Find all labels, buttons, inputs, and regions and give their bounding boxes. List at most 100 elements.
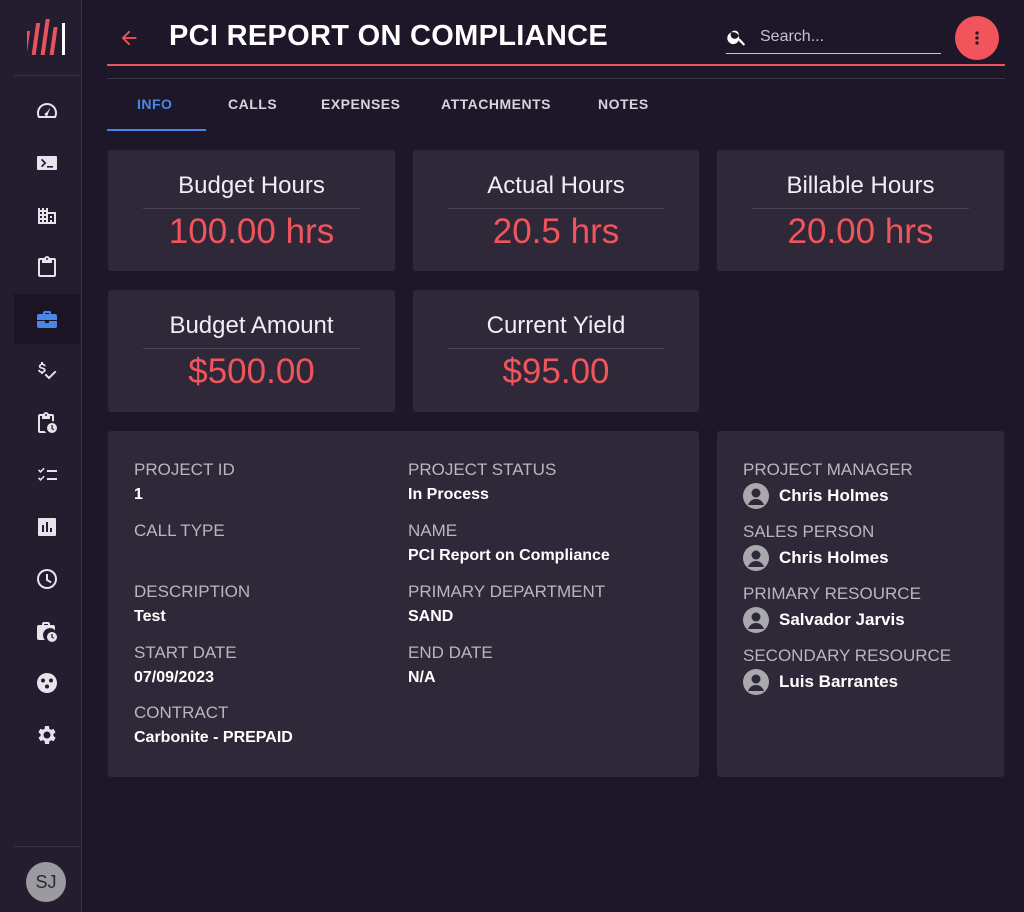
app-logo[interactable] <box>27 17 67 55</box>
start-date-value: 07/09/2023 <box>134 669 215 686</box>
primary-resource[interactable]: Salvador Jarvis <box>743 607 905 633</box>
metric-label: Current Yield <box>486 312 626 339</box>
metric-card-current-yield: Current Yield $95.00 <box>413 290 699 412</box>
metric-card-budget-amount: Budget Amount $500.00 <box>108 290 395 412</box>
metric-divider <box>143 348 360 349</box>
primary-department-label: PRIMARY DEPARTMENT <box>408 582 606 601</box>
metric-divider <box>448 348 664 349</box>
sales-person-label: SALES PERSON <box>743 522 875 541</box>
metric-value: 100.00 hrs <box>168 212 335 251</box>
secondary-resource[interactable]: Luis Barrantes <box>743 669 898 695</box>
briefcase-icon <box>37 311 57 328</box>
sidebar-item-reports[interactable] <box>14 502 80 552</box>
person-name: Chris Holmes <box>779 486 889 505</box>
sidebar-item-dashboard[interactable] <box>14 86 80 136</box>
metric-card-billable-hours: Billable Hours 20.00 hrs <box>717 150 1004 271</box>
metric-label: Budget Hours <box>178 172 325 199</box>
metric-value: $500.00 <box>188 352 315 391</box>
secondary-resource-label: SECONDARY RESOURCE <box>743 646 952 665</box>
end-date-value: N/A <box>408 669 436 686</box>
metric-value: $95.00 <box>502 352 610 391</box>
person-icon <box>743 607 769 633</box>
metric-label: Billable Hours <box>786 172 935 199</box>
tab-attachments[interactable]: ATTACHMENTS <box>441 96 551 112</box>
tab-expenses[interactable]: EXPENSES <box>321 96 401 112</box>
user-avatar[interactable]: SJ <box>26 862 66 902</box>
project-manager-label: PROJECT MANAGER <box>743 460 913 479</box>
header-divider <box>107 78 1005 79</box>
project-manager[interactable]: Chris Holmes <box>743 483 889 509</box>
project-people-card: PROJECT MANAGER Chris Holmes SALES PERSO… <box>717 431 1004 777</box>
description-label: DESCRIPTION <box>134 582 251 601</box>
contract-label: CONTRACT <box>134 703 229 722</box>
person-icon <box>743 483 769 509</box>
person-icon <box>743 669 769 695</box>
sidebar-divider <box>14 846 80 847</box>
gear-icon <box>38 726 56 744</box>
sidebar-item-tickets[interactable] <box>14 242 80 292</box>
sidebar-item-teams[interactable] <box>14 658 80 708</box>
tab-info[interactable]: INFO <box>137 96 173 112</box>
end-date-label: END DATE <box>408 643 493 662</box>
clock-icon <box>37 569 57 589</box>
sidebar-item-billing[interactable] <box>14 346 80 396</box>
page-title: PCI REPORT ON COMPLIANCE <box>169 20 608 52</box>
sidebar-item-terminal[interactable] <box>14 138 80 188</box>
metric-divider <box>448 208 664 209</box>
name-label: NAME <box>408 521 458 540</box>
person-name: Salvador Jarvis <box>779 610 905 629</box>
start-date-label: START DATE <box>134 643 237 662</box>
sidebar: SJ <box>0 0 82 912</box>
sidebar-item-time[interactable] <box>14 554 80 604</box>
project-id-label: PROJECT ID <box>134 460 235 479</box>
person-name: Luis Barrantes <box>779 672 899 691</box>
search-bar <box>726 22 941 54</box>
metric-card-budget-hours: Budget Hours 100.00 hrs <box>108 150 395 271</box>
metric-value: 20.5 hrs <box>492 212 620 251</box>
clipboard-icon <box>38 256 56 277</box>
building-icon <box>38 208 56 224</box>
person-name: Chris Holmes <box>779 548 889 567</box>
more-vertical-icon <box>975 31 979 45</box>
project-details-card: PROJECT ID 1 PROJECT STATUS In Process C… <box>108 431 699 777</box>
sidebar-item-settings[interactable] <box>14 710 80 760</box>
checklist-icon <box>38 467 57 481</box>
header-accent-line <box>107 64 1005 66</box>
primary-department-value: SAND <box>408 608 454 625</box>
metric-divider <box>143 208 360 209</box>
clipboard-clock-icon <box>38 412 57 433</box>
back-arrow-icon[interactable] <box>118 27 140 49</box>
dashboard-gauge-icon <box>37 103 57 118</box>
briefcase-clock-icon <box>37 622 58 642</box>
bar-chart-icon <box>38 518 56 536</box>
contract-value: Carbonite - PREPAID <box>134 729 293 746</box>
metric-value: 20.00 hrs <box>787 212 934 251</box>
tab-notes[interactable]: NOTES <box>598 96 649 112</box>
dollar-check-icon <box>38 362 57 380</box>
metric-card-actual-hours: Actual Hours 20.5 hrs <box>413 150 699 271</box>
active-tab-indicator <box>107 129 206 131</box>
metric-label: Budget Amount <box>169 312 334 339</box>
description-value: Test <box>134 608 166 625</box>
sidebar-item-schedule[interactable] <box>14 606 80 656</box>
project-status-value: In Process <box>408 486 489 503</box>
more-options-button[interactable] <box>955 16 999 60</box>
metric-divider <box>752 208 969 209</box>
tab-calls[interactable]: CALLS <box>228 96 278 112</box>
sidebar-item-tasks[interactable] <box>14 450 80 500</box>
groups-icon <box>37 673 57 693</box>
sidebar-item-companies[interactable] <box>14 190 80 240</box>
sales-person[interactable]: Chris Holmes <box>743 545 889 571</box>
person-icon <box>743 545 769 571</box>
search-icon <box>727 30 746 46</box>
primary-resource-label: PRIMARY RESOURCE <box>743 584 921 603</box>
project-id-value: 1 <box>134 486 143 503</box>
name-value: PCI Report on Compliance <box>408 547 610 564</box>
search-input[interactable] <box>760 24 938 50</box>
sidebar-item-timesheets[interactable] <box>14 398 80 448</box>
sidebar-item-projects[interactable] <box>14 294 80 344</box>
terminal-icon <box>37 156 57 170</box>
metric-label: Actual Hours <box>487 172 625 199</box>
project-status-label: PROJECT STATUS <box>408 460 557 479</box>
call-type-label: CALL TYPE <box>134 521 225 540</box>
